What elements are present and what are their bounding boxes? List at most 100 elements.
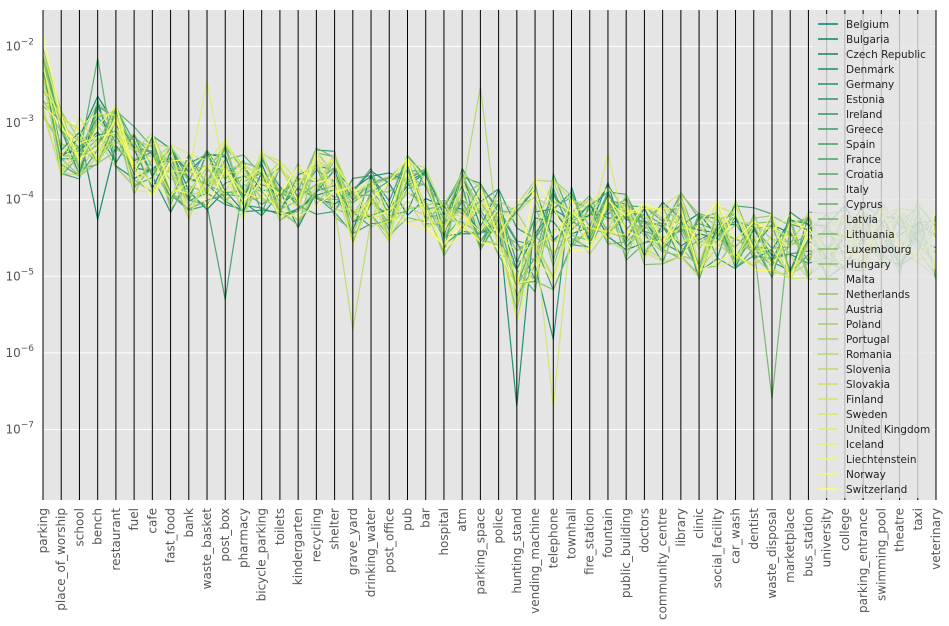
x-tick-label-clinic: clinic — [692, 508, 706, 539]
legend-label-hungary: Hungary — [846, 259, 891, 271]
y-axis-ticks: 10−2 10−3 10−4 10−5 10−6 10−7 — [5, 38, 34, 437]
x-tick-label-hunting_stand: hunting_stand — [510, 508, 524, 594]
x-tick-label-atm: atm — [455, 508, 469, 532]
legend-label-switzerland: Switzerland — [846, 484, 907, 496]
x-axis-category-labels: parking place_of_worship school bench restau… — [36, 508, 943, 620]
x-tick-label-waste_disposal: waste_disposal — [765, 508, 779, 599]
x-tick-label-vending_machine: vending_machine — [528, 508, 542, 614]
x-tick-label-college: college — [838, 508, 852, 551]
legend-label-slovenia: Slovenia — [846, 364, 891, 376]
y-tick-label-1: 10−3 — [5, 114, 34, 130]
series-line-portugal — [42, 86, 937, 273]
x-tick-label-kindergarten: kindergarten — [291, 508, 305, 585]
x-tick-label-pharmacy: pharmacy — [236, 508, 250, 568]
series-line-iceland — [42, 62, 937, 323]
legend-label-iceland: Iceland — [846, 439, 884, 451]
x-tick-label-waste_basket: waste_basket — [200, 508, 214, 590]
legend-label-romania: Romania — [846, 349, 892, 361]
legend-label-sweden: Sweden — [846, 409, 888, 421]
x-tick-label-recycling: recycling — [309, 508, 323, 562]
x-tick-label-social_facility: social_facility — [710, 508, 724, 588]
legend-label-estonia: Estonia — [846, 94, 885, 106]
legend-label-poland: Poland — [846, 319, 881, 331]
legend-label-czech-republic: Czech Republic — [846, 49, 926, 61]
legend-label-latvia: Latvia — [846, 214, 878, 226]
x-tick-label-bank: bank — [182, 508, 196, 538]
x-tick-label-fire_station: fire_station — [583, 508, 597, 575]
x-tick-label-community_centre: community_centre — [656, 508, 670, 620]
legend-label-liechtenstein: Liechtenstein — [846, 454, 917, 466]
x-tick-label-bench: bench — [91, 508, 105, 545]
x-tick-label-parking: parking — [36, 508, 50, 553]
x-tick-label-post_box: post_box — [218, 508, 232, 562]
x-tick-label-townhall: townhall — [565, 508, 579, 559]
y-tick-label-0: 10−2 — [5, 38, 34, 54]
legend-label-france: France — [846, 154, 881, 166]
series-line-united-kingdom — [42, 81, 937, 269]
x-tick-label-fast_food: fast_food — [164, 508, 178, 563]
legend-label-spain: Spain — [846, 139, 875, 151]
x-tick-label-car_wash: car_wash — [729, 508, 743, 564]
legend-label-bulgaria: Bulgaria — [846, 34, 890, 46]
legend-label-cyprus: Cyprus — [846, 199, 883, 211]
x-tick-label-library: library — [674, 508, 688, 547]
series-line-finland — [42, 105, 937, 407]
series-line-austria — [42, 100, 937, 324]
y-tick-label-3: 10−5 — [5, 267, 34, 283]
y-tick-label-5: 10−7 — [5, 420, 34, 436]
series-lines — [42, 35, 937, 407]
legend-label-portugal: Portugal — [846, 334, 890, 346]
x-tick-label-hospital: hospital — [437, 508, 451, 556]
legend-label-denmark: Denmark — [846, 64, 895, 76]
legend-label-belgium: Belgium — [846, 19, 889, 31]
x-tick-label-bar: bar — [419, 508, 433, 528]
x-tick-label-grave_yard: grave_yard — [346, 508, 360, 575]
x-tick-label-parking_space: parking_space — [473, 508, 487, 595]
x-tick-label-marketplace: marketplace — [783, 508, 797, 583]
x-tick-label-fountain: fountain — [601, 508, 615, 558]
x-tick-label-place_of_worship: place_of_worship — [54, 508, 68, 611]
legend-label-finland: Finland — [846, 394, 884, 406]
legend-box — [812, 14, 934, 498]
legend-label-luxembourg: Luxembourg — [846, 244, 911, 256]
series-line-latvia — [42, 61, 937, 400]
legend-label-norway: Norway — [846, 469, 886, 481]
x-tick-label-bicycle_parking: bicycle_parking — [255, 508, 269, 601]
x-tick-label-theatre: theatre — [893, 508, 907, 552]
x-tick-label-doctors: doctors — [637, 508, 651, 553]
legend-label-ireland: Ireland — [846, 109, 882, 121]
x-tick-label-pub: pub — [400, 508, 414, 531]
legend-label-united-kingdom: United Kingdom — [846, 424, 930, 436]
x-tick-label-university: university — [820, 508, 834, 567]
x-tick-label-restaurant: restaurant — [109, 508, 123, 571]
x-tick-label-toilets: toilets — [273, 508, 287, 545]
legend-label-netherlands: Netherlands — [846, 289, 910, 301]
legend-label-austria: Austria — [846, 304, 883, 316]
legend-label-germany: Germany — [846, 79, 894, 91]
x-tick-label-post_office: post_office — [382, 508, 396, 573]
x-tick-label-bus_station: bus_station — [801, 508, 815, 577]
y-tick-label-2: 10−4 — [5, 191, 34, 207]
x-tick-label-telephone: telephone — [546, 508, 560, 568]
series-line-switzerland — [42, 35, 937, 293]
series-line-liechtenstein — [42, 67, 937, 285]
legend: Belgium Bulgaria Czech Republic Denmark Germ… — [812, 14, 934, 498]
x-tick-label-swimming_pool: swimming_pool — [874, 508, 888, 601]
x-tick-label-shelter: shelter — [328, 508, 342, 550]
legend-label-italy: Italy — [846, 184, 869, 196]
legend-label-greece: Greece — [846, 124, 883, 136]
x-tick-label-school: school — [72, 508, 86, 546]
x-tick-label-taxi: taxi — [911, 508, 925, 531]
x-tick-label-cafe: cafe — [145, 508, 159, 534]
x-tick-label-veterinary: veterinary — [929, 508, 943, 570]
legend-label-croatia: Croatia — [846, 169, 884, 181]
legend-label-malta: Malta — [846, 274, 875, 286]
x-tick-label-dentist: dentist — [747, 508, 761, 550]
legend-label-lithuania: Lithuania — [846, 229, 895, 241]
x-tick-label-parking_entrance: parking_entrance — [856, 508, 870, 613]
x-tick-label-police: police — [492, 508, 506, 544]
legend-label-slovakia: Slovakia — [846, 379, 890, 391]
x-tick-label-public_building: public_building — [619, 508, 633, 598]
x-tick-label-drinking_water: drinking_water — [364, 508, 378, 597]
